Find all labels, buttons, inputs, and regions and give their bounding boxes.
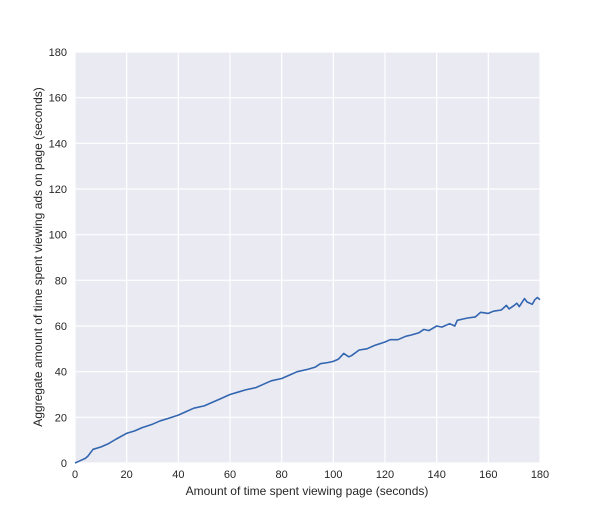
y-axis-label: Aggregate amount of time spent viewing a…: [31, 87, 45, 427]
x-tick-label: 40: [172, 469, 184, 481]
plot-area: [75, 52, 540, 463]
x-tick-label: 160: [479, 469, 497, 481]
y-tick-labels: 0 20 40 60 80 100 120 140 160 180: [49, 47, 67, 470]
x-tick-label: 80: [276, 469, 288, 481]
y-tick-label: 100: [49, 230, 67, 242]
x-tick-label: 100: [324, 469, 342, 481]
y-tick-label: 60: [55, 321, 67, 333]
series-line: [74, 296, 541, 464]
y-tick-label: 160: [49, 93, 67, 105]
x-tick-label: 20: [121, 469, 133, 481]
y-tick-label: 20: [55, 412, 67, 424]
x-tick-labels: 0 20 40 60 80 100 120 140 160 180: [72, 469, 549, 481]
y-tick-label: 0: [61, 458, 67, 470]
x-tick-label: 120: [376, 469, 394, 481]
y-tick-label: 180: [49, 47, 67, 59]
x-tick-label: 180: [531, 469, 549, 481]
y-tick-label: 80: [55, 275, 67, 287]
y-tick-label: 120: [49, 184, 67, 196]
x-axis-label: Amount of time spent viewing page (secon…: [186, 484, 429, 498]
gridlines: [74, 51, 541, 464]
x-tick-label: 0: [72, 469, 78, 481]
x-tick-label: 60: [224, 469, 236, 481]
y-tick-label: 40: [55, 367, 67, 379]
y-tick-label: 140: [49, 138, 67, 150]
x-tick-label: 140: [427, 469, 445, 481]
